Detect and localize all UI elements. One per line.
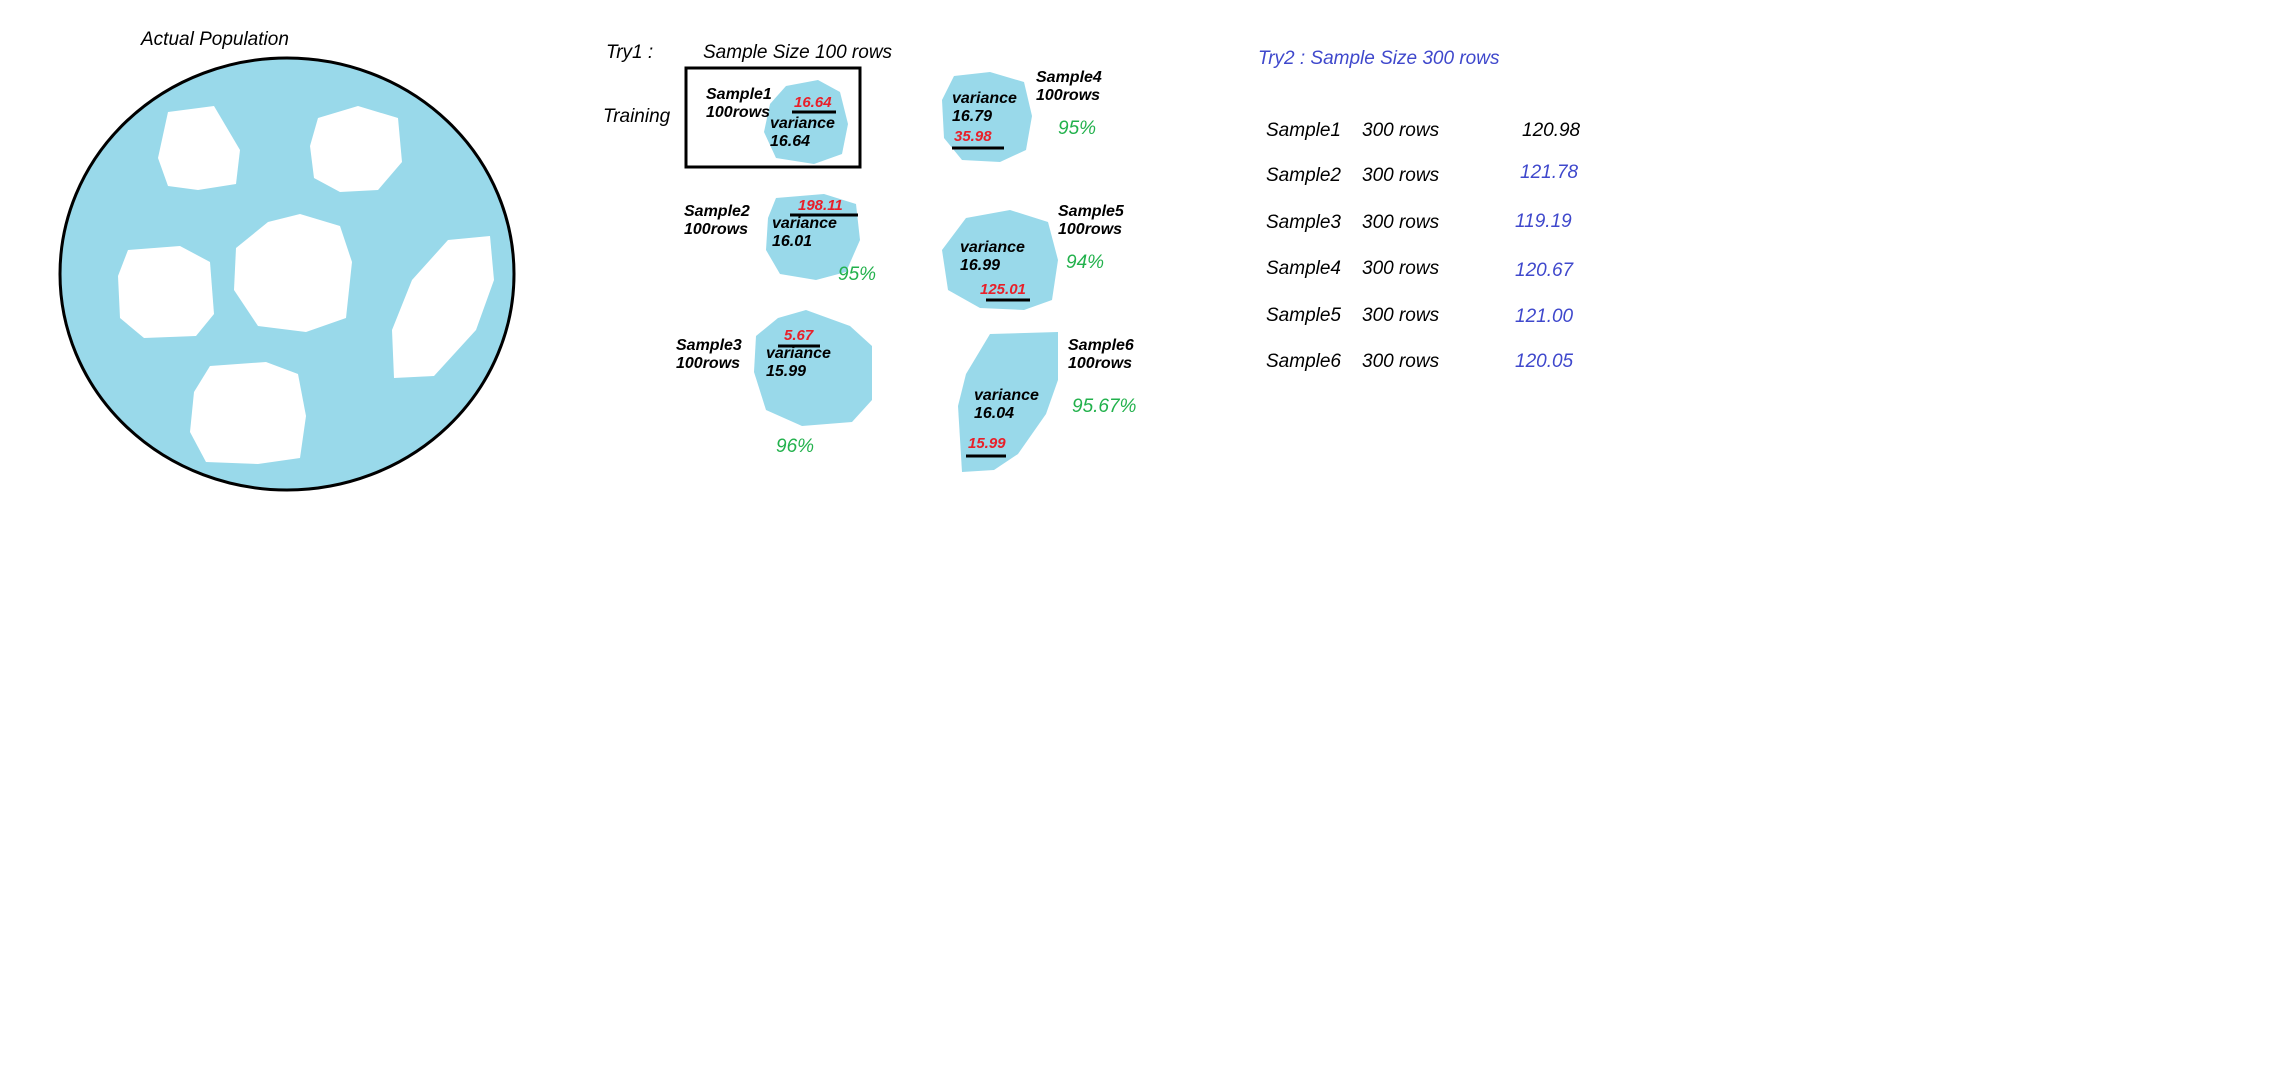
sample-percent: 94%: [1066, 252, 1104, 273]
population-hole: [190, 362, 306, 464]
population-label: Actual Population: [140, 29, 289, 50]
try2-sample-rows: 300 rows: [1362, 212, 1440, 233]
sample-rows: 100rows: [1068, 355, 1132, 372]
sample-rows: 100rows: [1058, 221, 1122, 238]
sample-name: Sample5: [1058, 203, 1125, 220]
try2-sample-rows: 300 rows: [1362, 165, 1440, 186]
population-hole: [118, 246, 214, 338]
sample-percent: 95.67%: [1072, 396, 1137, 417]
sample-red-value: 15.99: [968, 435, 1006, 452]
population-hole: [310, 106, 402, 192]
sample-red-value: 125.01: [980, 281, 1026, 298]
variance-label: variance: [960, 239, 1025, 256]
try2-title: Try2 : Sample Size 300 rows: [1258, 48, 1500, 69]
variance-label: variance: [772, 215, 837, 232]
try1-sample-5: Sample5 100rows variance 16.99 125.01 94…: [942, 203, 1125, 310]
sample-name: Sample6: [1068, 337, 1134, 354]
training-box: [684, 66, 862, 169]
try1-sample-3: Sample3 100rows 5.67 variance 15.99 96%: [676, 310, 872, 457]
try1-sample-2: Sample2 100rows 198.11 variance 16.01 95…: [684, 194, 876, 285]
try2-sample-value: 121.00: [1515, 306, 1574, 327]
try1-sample-6: Sample6 100rows variance 16.04 15.99 95.…: [958, 332, 1137, 472]
try2-row: Sample1 300 rows 120.98: [1266, 120, 1581, 141]
variance-label: variance: [974, 387, 1039, 404]
try1-sample-size: Sample Size 100 rows: [703, 42, 893, 63]
variance-label: variance: [770, 115, 835, 132]
sample-name: Sample1: [706, 86, 772, 103]
sample-percent: 95%: [1058, 118, 1096, 139]
sample-rows: 100rows: [684, 221, 748, 238]
sample-rows: 100rows: [706, 104, 770, 121]
try2-sample-name: Sample1: [1266, 120, 1341, 141]
variance-value: 16.64: [770, 133, 810, 150]
population-hole: [234, 214, 352, 332]
try2-sample-name: Sample6: [1266, 351, 1341, 372]
sample-name: Sample4: [1036, 69, 1102, 86]
population-hole: [392, 236, 494, 378]
try1-sample-1: Sample1 100rows 16.64 variance 16.64: [706, 80, 848, 164]
variance-value: 16.04: [974, 405, 1014, 422]
try2-sample-name: Sample5: [1266, 305, 1341, 326]
try1-group: Try1 : Sample Size 100 rows Training Sam…: [603, 42, 1137, 472]
sample-blob: [942, 72, 1032, 162]
variance-value: 16.99: [960, 257, 1000, 274]
variance-label: variance: [766, 345, 831, 362]
sample-red-value: 5.67: [784, 327, 814, 344]
try2-sample-value: 120.05: [1515, 351, 1574, 372]
try2-sample-name: Sample3: [1266, 212, 1341, 233]
sample-name: Sample2: [684, 203, 750, 220]
sample-blob: [942, 210, 1058, 310]
try2-row: Sample3 300 rows 119.19: [1266, 211, 1572, 233]
training-label: Training: [603, 106, 671, 127]
try2-sample-rows: 300 rows: [1362, 305, 1440, 326]
variance-value: 15.99: [766, 363, 806, 380]
sample-red-value: 16.64: [794, 94, 832, 111]
try2-sample-value: 120.67: [1515, 260, 1575, 281]
try2-row: Sample6 300 rows 120.05: [1266, 351, 1574, 372]
sample-blob: [958, 332, 1058, 472]
try2-sample-name: Sample4: [1266, 258, 1341, 279]
try2-sample-rows: 300 rows: [1362, 120, 1440, 141]
try2-row: Sample2 300 rows 121.78: [1266, 162, 1579, 186]
try2-sample-name: Sample2: [1266, 165, 1341, 186]
try2-sample-value: 119.19: [1515, 211, 1572, 232]
try1-sample-4: Sample4 100rows variance 16.79 35.98 95%: [942, 69, 1102, 162]
try1-label: Try1 :: [606, 42, 653, 63]
population-hole: [158, 106, 240, 190]
sample-blob: [754, 310, 872, 426]
sample-blob: [764, 80, 848, 164]
sample-percent: 95%: [838, 264, 876, 285]
try2-group: Try2 : Sample Size 300 rows Sample1 300 …: [1258, 48, 1581, 372]
try2-sample-value: 120.98: [1522, 120, 1581, 141]
sample-name: Sample3: [676, 337, 742, 354]
variance-value: 16.01: [772, 233, 812, 250]
sample-red-value: 198.11: [798, 197, 843, 214]
population-group: Actual Population: [58, 29, 516, 492]
variance-value: 16.79: [952, 108, 992, 125]
sample-percent: 96%: [776, 436, 814, 457]
try2-sample-rows: 300 rows: [1362, 258, 1440, 279]
try2-row: Sample4 300 rows 120.67: [1266, 258, 1575, 281]
variance-label: variance: [952, 90, 1017, 107]
sample-rows: 100rows: [676, 355, 740, 372]
sample-rows: 100rows: [1036, 87, 1100, 104]
try2-sample-value: 121.78: [1520, 162, 1579, 183]
sample-red-value: 35.98: [954, 128, 992, 145]
try2-sample-rows: 300 rows: [1362, 351, 1440, 372]
try2-row: Sample5 300 rows 121.00: [1266, 305, 1574, 327]
